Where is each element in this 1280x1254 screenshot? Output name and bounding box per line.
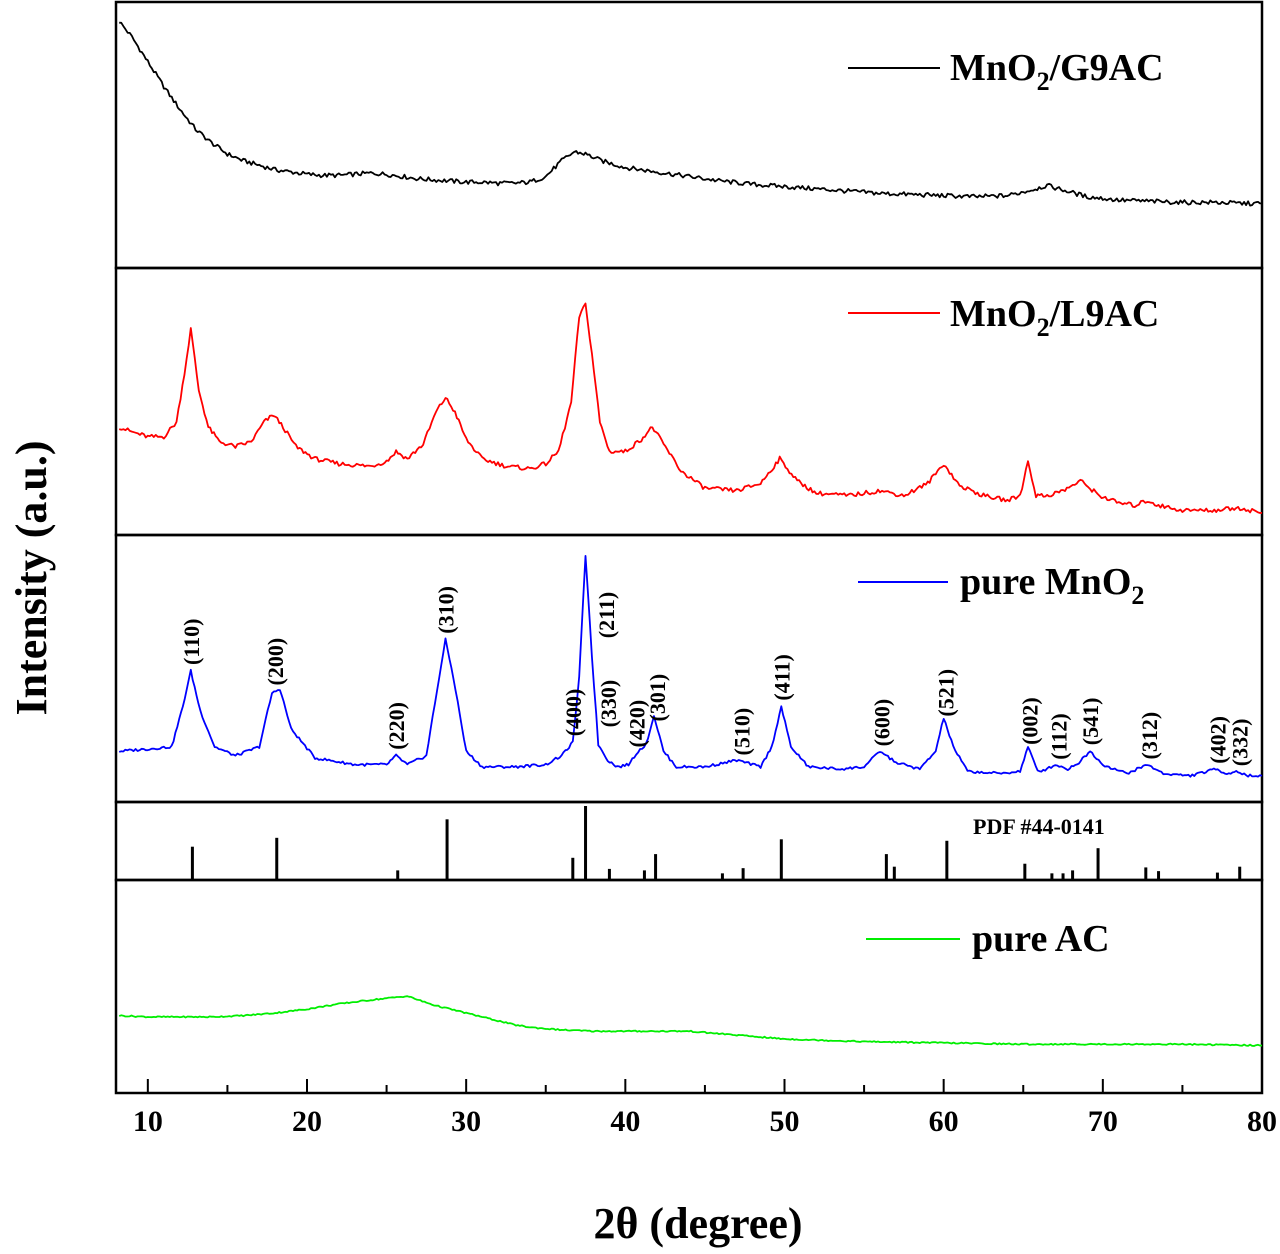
x-tick-label: 80 [1247, 1105, 1277, 1138]
series-line-0 [119, 21, 1263, 207]
x-axis-title: 2θ (degree) [593, 1199, 802, 1248]
hkl-label: (541) [1078, 698, 1103, 746]
legend-label-1: MnO2/L9AC [950, 293, 1159, 342]
series-line-2 [118, 555, 1263, 778]
x-tick-label: 60 [929, 1105, 959, 1138]
hkl-label: (600) [870, 699, 895, 747]
hkl-label: (330) [596, 680, 621, 728]
hkl-label: (332) [1228, 719, 1253, 767]
legend-label-3: pure AC [972, 918, 1110, 960]
x-tick-label: 20 [292, 1105, 322, 1138]
x-tick-label: 10 [133, 1105, 163, 1138]
y-axis-title: Intensity (a.u.) [7, 440, 56, 715]
panel-frame-4 [114, 878, 1264, 1095]
legend-label-2: pure MnO2 [960, 561, 1144, 610]
hkl-label: (301) [645, 674, 670, 722]
hkl-labels: (110) (200) (220) (310) (400) (211) (330) (420)… [179, 586, 1253, 766]
hkl-label: (411) [769, 654, 794, 700]
hkl-label: (002) [1018, 697, 1043, 745]
x-tick-label: 40 [610, 1105, 640, 1138]
hkl-label: (112) [1046, 713, 1071, 759]
legends: MnO2/G9AC MnO2/L9AC pure MnO2 pure AC [848, 47, 1164, 960]
hkl-label: (200) [263, 638, 288, 686]
hkl-label: (521) [933, 669, 958, 717]
hkl-label: (400) [561, 689, 586, 737]
x-axis: 10 20 30 40 50 60 70 80 [133, 1079, 1277, 1138]
hkl-label: (220) [384, 702, 409, 750]
hkl-label: (110) [179, 619, 204, 665]
reference-lines [190, 806, 1242, 880]
curves [118, 21, 1263, 1047]
x-tick-label: 70 [1088, 1105, 1118, 1138]
hkl-label: (211) [594, 592, 619, 638]
series-line-1 [118, 302, 1263, 514]
series-line-3 [118, 995, 1263, 1047]
x-tick-label: 50 [770, 1105, 800, 1138]
legend-label-0: MnO2/G9AC [950, 47, 1164, 96]
hkl-label: (310) [434, 586, 459, 634]
panel-frame-0 [114, 0, 1264, 270]
hkl-label: (312) [1137, 712, 1162, 760]
x-tick-label: 30 [451, 1105, 481, 1138]
hkl-label: (402) [1205, 716, 1230, 764]
panels [114, 0, 1264, 1095]
reference-label: PDF #44-0141 [973, 814, 1105, 839]
hkl-label: (420) [625, 700, 650, 748]
hkl-label: (510) [730, 708, 755, 756]
